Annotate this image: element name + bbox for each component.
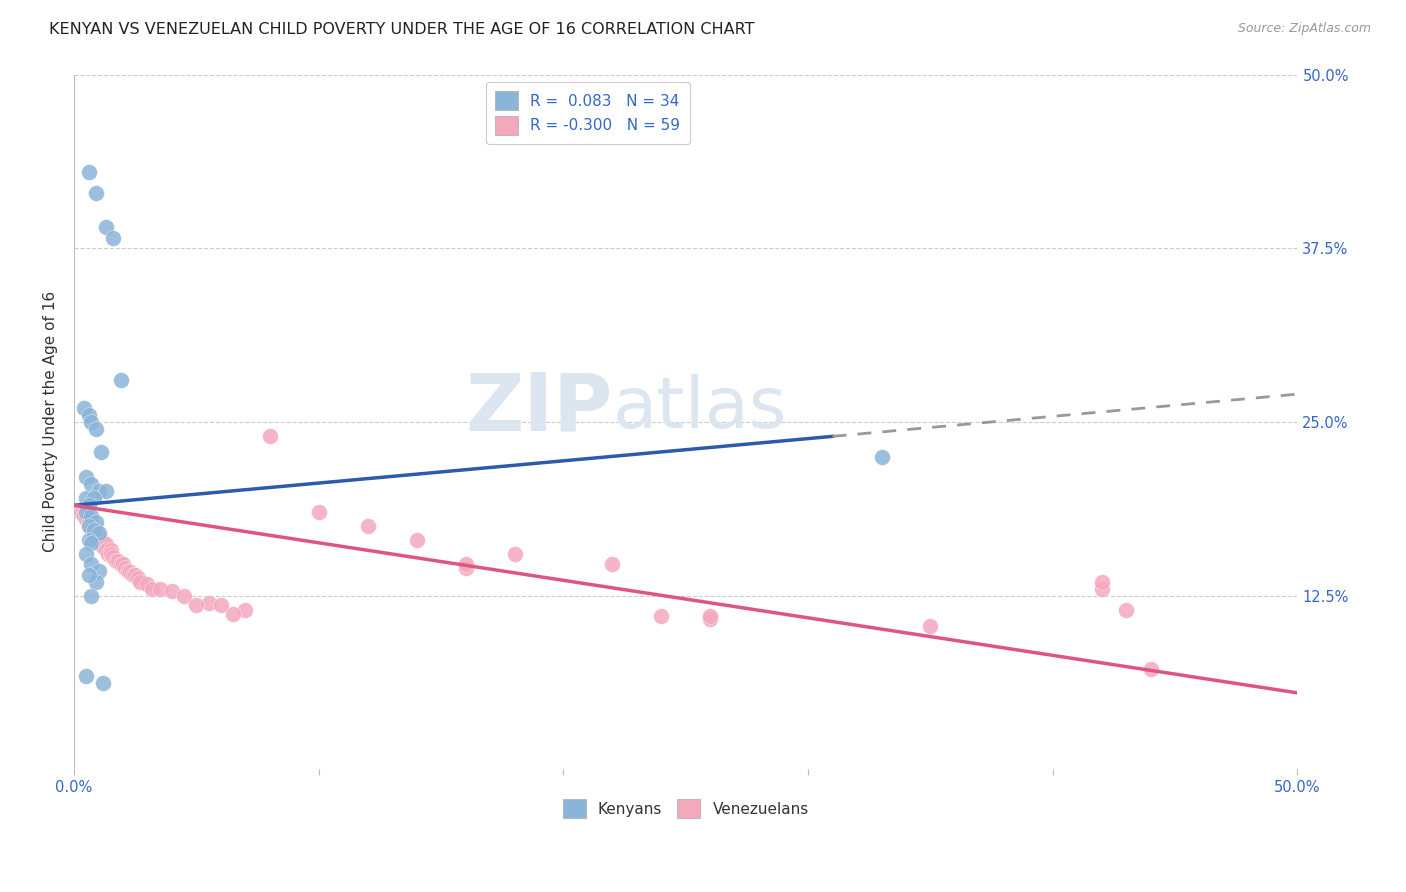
Point (84, 574, 107, 589)
Text: KENYAN VS VENEZUELAN CHILD POVERTY UNDER THE AGE OF 16 CORRELATION CHART: KENYAN VS VENEZUELAN CHILD POVERTY UNDER… (49, 22, 755, 37)
Point (93, 540, 115, 554)
Point (90, 537, 112, 551)
Point (84, 422, 107, 436)
Point (93, 676, 115, 690)
Point (80, 536, 103, 550)
Point (70, 505, 93, 519)
Point (77, 515, 100, 529)
Point (699, 609, 721, 624)
Point (259, 429, 281, 443)
Point (103, 231, 125, 245)
Point (87, 484, 110, 499)
Point (75, 669, 97, 683)
Point (84, 515, 107, 529)
Point (97, 547, 120, 561)
Point (173, 589, 195, 603)
Point (80, 520, 103, 534)
Point (920, 619, 942, 633)
Point (149, 582, 172, 596)
Point (75, 470, 97, 484)
Point (650, 609, 672, 624)
Point (209, 599, 232, 613)
Point (1091, 582, 1114, 596)
Point (127, 570, 149, 584)
Point (80, 509, 103, 524)
Point (870, 450, 893, 464)
Point (84, 526, 107, 541)
Point (124, 567, 146, 582)
Point (160, 584, 183, 599)
Point (110, 373, 132, 387)
Point (83, 491, 105, 506)
Point (114, 561, 136, 575)
Point (77, 165, 100, 179)
Point (83, 524, 105, 538)
Legend: Kenyans, Venezuelans: Kenyans, Venezuelans (557, 793, 815, 824)
Point (104, 554, 127, 568)
Point (100, 542, 122, 557)
Point (73, 401, 96, 415)
Point (357, 519, 380, 533)
Point (83, 524, 105, 538)
Point (83, 519, 105, 533)
Point (1091, 574, 1114, 589)
Point (90, 533, 112, 547)
Text: atlas: atlas (613, 374, 787, 442)
Point (80, 477, 103, 491)
Point (699, 612, 721, 626)
Point (87, 529, 110, 543)
Point (77, 533, 100, 547)
Point (73, 509, 96, 524)
Point (103, 549, 125, 564)
Y-axis label: Child Poverty Under the Age of 16: Child Poverty Under the Age of 16 (44, 292, 58, 552)
Point (90, 445, 112, 459)
Point (94, 542, 117, 557)
Point (112, 557, 135, 571)
Point (141, 582, 163, 596)
Point (197, 596, 219, 610)
Point (308, 505, 330, 519)
Point (94, 484, 117, 499)
Point (117, 564, 139, 578)
Point (80, 557, 103, 571)
Point (222, 607, 245, 621)
Point (235, 602, 257, 616)
Point (80, 517, 103, 532)
Point (454, 557, 477, 571)
Point (107, 554, 129, 568)
Point (1115, 602, 1137, 616)
Point (80, 589, 103, 603)
Point (503, 547, 526, 561)
Point (77, 498, 100, 512)
Point (136, 577, 159, 591)
Point (93, 536, 115, 550)
Text: Source: ZipAtlas.com: Source: ZipAtlas.com (1237, 22, 1371, 36)
Point (75, 547, 97, 561)
Point (87, 526, 110, 541)
Point (1139, 662, 1161, 676)
Point (75, 491, 97, 506)
Point (121, 567, 143, 582)
Point (94, 537, 117, 551)
Text: ZIP: ZIP (465, 369, 613, 447)
Point (75, 512, 97, 526)
Point (100, 547, 122, 561)
Point (87, 564, 110, 578)
Point (87, 533, 110, 547)
Point (77, 567, 100, 582)
Point (186, 599, 208, 613)
Point (84, 186, 107, 200)
Point (405, 533, 427, 547)
Point (454, 561, 477, 575)
Point (602, 557, 624, 571)
Point (129, 574, 152, 589)
Point (94, 220, 117, 235)
Point (110, 557, 132, 571)
Point (77, 519, 100, 533)
Point (80, 415, 103, 429)
Point (75, 505, 97, 519)
Point (77, 408, 100, 422)
Point (84, 529, 107, 543)
Point (120, 565, 142, 579)
